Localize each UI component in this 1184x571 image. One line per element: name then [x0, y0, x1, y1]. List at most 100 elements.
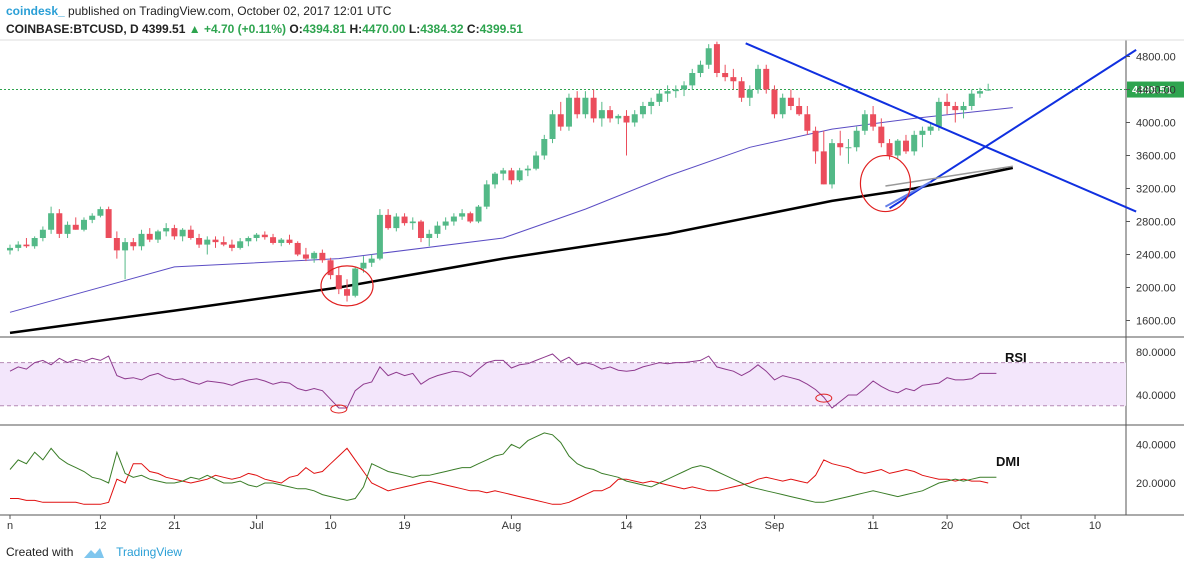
candle [574, 91, 581, 119]
publish-info: published on TradingView.com, October 02… [68, 4, 392, 18]
candle [631, 110, 638, 127]
candle-body [7, 247, 13, 251]
candle-body [105, 209, 112, 238]
axes: 1600.00 2000.00 2400.00 2800.00 3200.00 3600.… [7, 52, 1176, 533]
candle-body [664, 91, 671, 94]
low-label: L: [408, 22, 421, 36]
time-tick-label: 10 [324, 520, 336, 532]
candle [672, 85, 679, 98]
candle-body [565, 97, 572, 127]
price-tick-label: 2800.00 [1136, 217, 1176, 229]
candle [804, 106, 811, 135]
open-value: 4394.81 [302, 22, 347, 36]
candle-body [812, 130, 819, 152]
candle [837, 130, 844, 156]
candle [138, 229, 145, 251]
candle-body [56, 213, 63, 234]
trendline-support [885, 165, 1013, 187]
candle-body [689, 73, 696, 86]
candle-body [475, 206, 482, 222]
time-tick-label: 21 [168, 520, 180, 532]
candle [598, 101, 605, 127]
candle [23, 238, 30, 248]
candle [442, 217, 449, 230]
candle-body [960, 106, 967, 111]
candle-body [376, 214, 383, 259]
candle-body [755, 68, 762, 90]
candle-body [368, 258, 375, 263]
time-tick-label: Oct [1012, 520, 1029, 532]
candle-body [442, 221, 449, 226]
candle [335, 266, 342, 295]
candle-body [976, 91, 983, 94]
candle [771, 85, 778, 119]
candle [615, 114, 622, 125]
candle [237, 238, 244, 250]
candle-body [426, 233, 433, 238]
time-tick-label: Aug [502, 520, 522, 532]
candle-body [171, 228, 178, 237]
footer: Created with TradingView [6, 545, 182, 559]
time-tick-label: n [7, 520, 13, 532]
close-value: 4399.51 [479, 22, 523, 36]
candle-body [212, 239, 219, 243]
candle-body [311, 252, 318, 259]
candle-body [360, 262, 367, 269]
created-with-label: Created with [6, 545, 74, 559]
candle [130, 238, 137, 251]
ohlc-row: COINBASE:BTCUSD, D 4399.51 ▲ +4.70 (+0.1… [6, 22, 523, 36]
candle [294, 241, 301, 257]
candle-body [730, 77, 737, 82]
time-tick-label: 10 [1089, 520, 1101, 532]
candle-body [796, 106, 803, 115]
dmi-pane[interactable]: DMI [9, 432, 1020, 505]
candle [738, 77, 745, 102]
candle-body [220, 242, 227, 245]
candle [171, 224, 178, 240]
candle [220, 236, 227, 247]
candle [64, 221, 71, 238]
candle [253, 233, 260, 242]
candle-body [500, 170, 507, 174]
last-price-tag [1127, 81, 1184, 98]
candle [796, 97, 803, 116]
trendline-descending [745, 42, 1137, 213]
brand-name[interactable]: coindesk_ [6, 4, 65, 18]
candle [919, 126, 926, 148]
candle-body [738, 81, 745, 98]
candle-body [787, 97, 794, 106]
candle-body [853, 130, 860, 148]
candle [154, 229, 161, 243]
candle-body [713, 44, 720, 73]
candle-body [935, 101, 942, 127]
candle [845, 139, 852, 164]
candle [179, 228, 186, 242]
time-tick-label: 20 [941, 520, 953, 532]
price-tick-label: 4000.00 [1136, 118, 1176, 130]
rsi-pane[interactable]: RSI [0, 350, 1126, 414]
candle-body [623, 115, 630, 123]
candle [985, 83, 992, 91]
price-tick-label: 2400.00 [1136, 250, 1176, 262]
candle-body [952, 106, 959, 111]
last-price: 4399.51 [142, 22, 186, 36]
candle [491, 172, 498, 189]
candle-body [886, 143, 893, 156]
candle-body [237, 241, 244, 248]
high-value: 4470.00 [362, 22, 406, 36]
candle [755, 64, 762, 94]
tradingview-brand[interactable]: TradingView [116, 545, 183, 559]
candle [286, 234, 293, 245]
candle-body [97, 209, 104, 216]
candle [944, 93, 951, 115]
candle-body [705, 48, 712, 65]
price-pane[interactable]: 4399.51 [0, 41, 1184, 335]
candle-body [385, 214, 392, 229]
price-change: ▲ +4.70 (+0.11%) [188, 22, 287, 36]
candle-body [154, 231, 161, 240]
candle-body [23, 244, 30, 247]
candle [344, 279, 351, 302]
candle-body [607, 110, 614, 119]
candle [549, 110, 556, 144]
